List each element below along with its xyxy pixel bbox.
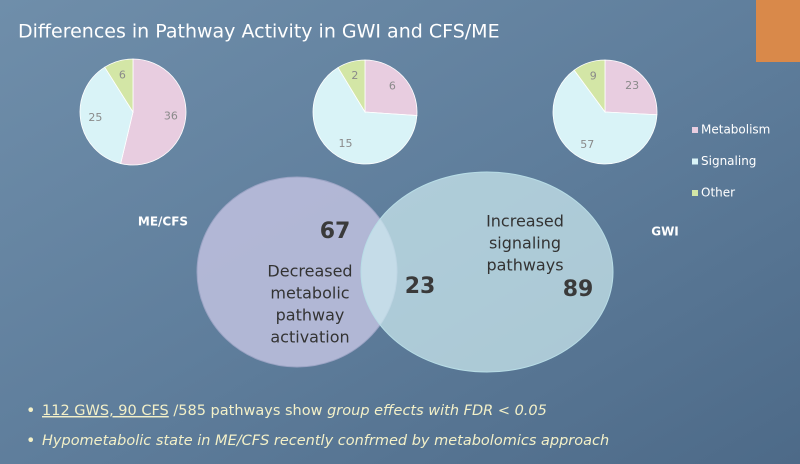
pie-title: GWI: [651, 225, 679, 239]
pie-slice: [120, 58, 187, 166]
pie-slice: [337, 59, 366, 114]
pie-slice: [364, 59, 418, 116]
venn-overlap: 23: [405, 274, 436, 299]
slice-label: 6: [389, 79, 396, 92]
bullet-marker: •: [26, 401, 35, 420]
bullet-text: 112 GWS, 90 CFS /585 pathways show group…: [42, 403, 547, 419]
pie-slice: [604, 59, 658, 116]
venn-label: activation: [270, 328, 349, 347]
legend-label: Other: [701, 186, 735, 200]
slice-label: 2: [351, 69, 358, 82]
legend-label: Signaling: [701, 154, 756, 168]
legend-label: Metabolism: [701, 123, 770, 137]
slice-label: 6: [119, 68, 126, 81]
slice-label: 36: [164, 109, 178, 122]
slice-label: 57: [580, 138, 594, 151]
accent-block: [756, 0, 800, 62]
bullet-segment: 112 GWS, 90 CFS: [42, 403, 169, 419]
bullet-segment: Hypometabolic state in ME/CFS recently c…: [42, 433, 609, 449]
slice-label: 9: [590, 69, 597, 82]
venn-label: metabolic: [270, 284, 349, 303]
pie-slice: [312, 67, 418, 165]
legend-swatch: [692, 158, 698, 165]
pie-slice: [573, 59, 606, 114]
pie-title: ME/CFS: [138, 215, 188, 229]
slide-title: Differences in Pathway Activity in GWI a…: [18, 21, 500, 43]
bullet-text: Hypometabolic state in ME/CFS recently c…: [42, 433, 609, 449]
bullet-segment: group effects with FDR < 0.05: [327, 403, 547, 419]
venn-count: 67: [320, 219, 351, 244]
venn-label: Decreased: [267, 262, 352, 281]
venn-label: Increased: [486, 212, 564, 231]
legend-swatch: [692, 127, 698, 133]
slice-label: 25: [88, 111, 102, 124]
slice-label: 15: [339, 137, 353, 150]
venn-set: [360, 171, 614, 373]
pie-slice: [552, 69, 658, 165]
venn-label: pathways: [486, 256, 563, 275]
pie-slice: [104, 58, 134, 114]
bullet-marker: •: [26, 431, 35, 450]
bullet-segment: /585 pathways show: [169, 403, 327, 419]
legend-swatch: [692, 190, 698, 196]
slice-label: 23: [625, 79, 639, 92]
venn-label: pathway: [276, 306, 345, 325]
venn-count: 89: [563, 277, 594, 302]
venn-label: signaling: [489, 234, 561, 253]
